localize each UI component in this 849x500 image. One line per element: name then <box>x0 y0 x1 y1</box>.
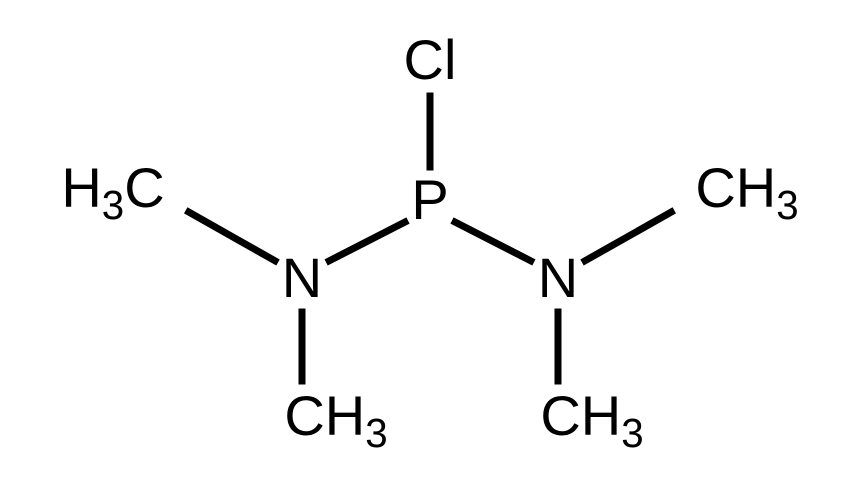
bond-p-nright <box>450 217 535 265</box>
chemical-structure-canvas: Cl P N N H3C CH3 CH3 CH3 <box>0 0 849 500</box>
atom-ch3-bottom-right: CH3 <box>540 388 643 444</box>
bond-nright-ch3br <box>555 308 562 384</box>
atom-n-right: N <box>538 250 578 306</box>
atom-ch3-top-right: CH3 <box>695 160 798 216</box>
atom-p: P <box>411 172 448 228</box>
bond-nleft-ch3bl <box>299 308 306 384</box>
bond-nright-ch3tr <box>580 207 675 265</box>
bond-nleft-ch3tl <box>184 207 279 265</box>
atom-cl: Cl <box>404 32 457 88</box>
bond-cl-p <box>427 92 434 170</box>
atom-ch3-bottom-left: CH3 <box>284 388 387 444</box>
atom-n-left: N <box>282 250 322 306</box>
atom-h3c-top-left: H3C <box>61 160 164 216</box>
bond-p-nleft <box>324 217 409 265</box>
